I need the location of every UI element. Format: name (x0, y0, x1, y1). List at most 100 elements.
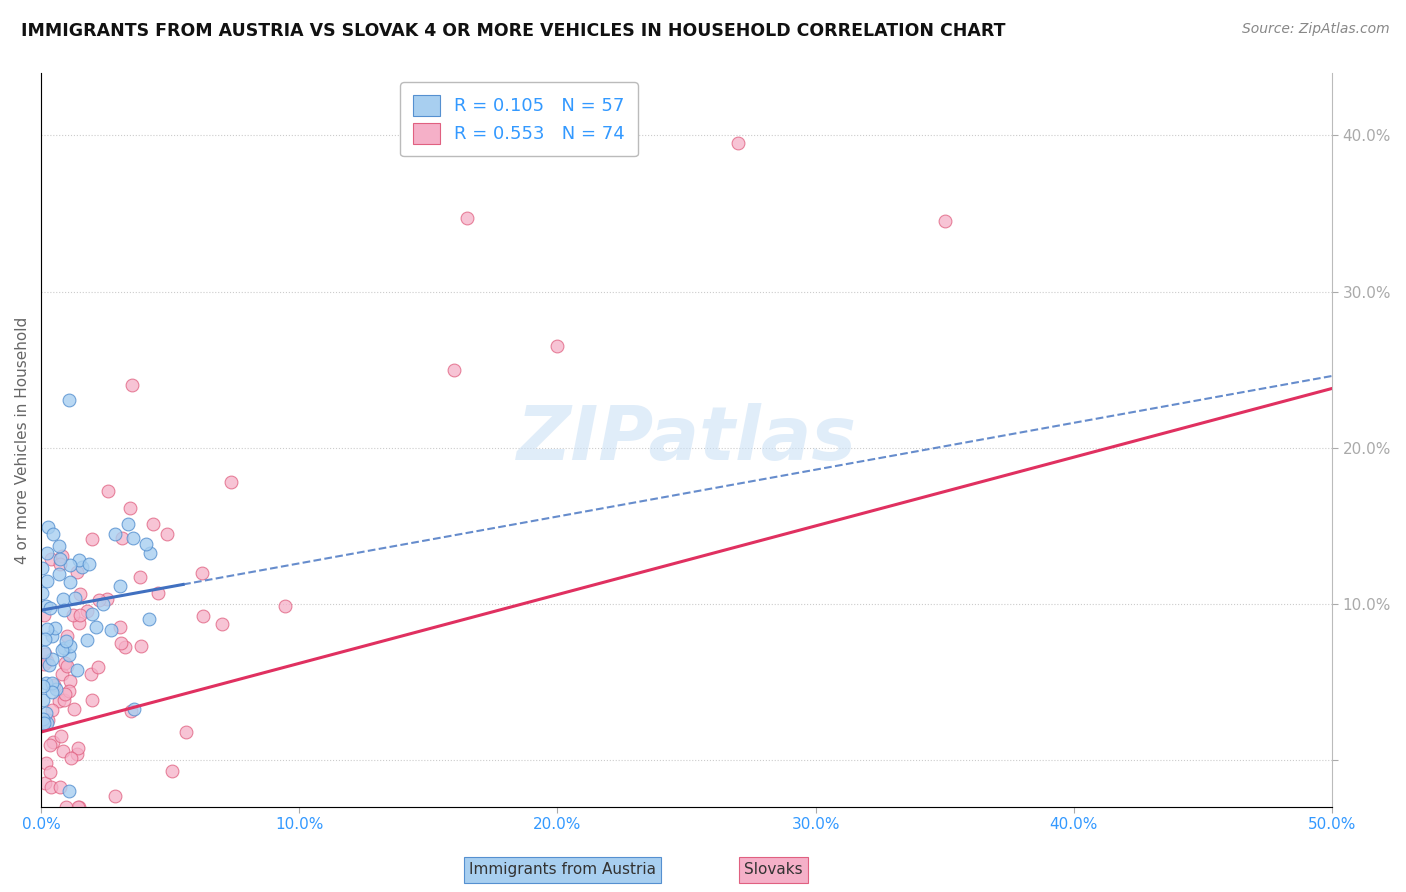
Point (727, 136, 749, 151)
Point (39, 780, 62, 795)
Point (34, 632, 56, 647)
Point (34, 776, 56, 790)
Text: Immigrants from Austria: Immigrants from Austria (468, 863, 657, 877)
Point (37, 546, 59, 560)
Point (66, 740, 89, 755)
Point (41, 652, 63, 666)
Legend: R = 0.105   N = 57, R = 0.553   N = 74: R = 0.105 N = 57, R = 0.553 N = 74 (399, 82, 637, 156)
Point (80, 667, 103, 681)
Point (108, 579, 131, 593)
Point (52, 693, 75, 707)
Point (63, 591, 86, 606)
Point (934, 214, 956, 228)
Point (128, 570, 150, 584)
Point (35, 654, 58, 668)
Point (114, 640, 136, 655)
Point (51, 642, 73, 657)
Point (58, 575, 80, 590)
Point (39, 600, 62, 615)
Point (39, 551, 62, 566)
Point (59, 639, 82, 653)
Point (118, 501, 141, 516)
Point (32, 693, 55, 707)
Point (55, 634, 77, 648)
Point (122, 531, 145, 545)
Point (176, 725, 198, 739)
Point (65, 747, 87, 761)
Point (59, 673, 82, 688)
Point (59, 558, 82, 573)
Point (67, 800, 90, 814)
Point (104, 527, 127, 541)
Point (58, 648, 80, 662)
Point (135, 537, 157, 551)
Point (111, 531, 134, 545)
Point (51, 549, 73, 563)
Point (42, 735, 65, 749)
Point (63, 702, 86, 716)
Point (39, 738, 62, 752)
Point (37, 658, 59, 673)
Point (34, 608, 56, 623)
Point (55, 629, 77, 643)
Point (86, 620, 108, 634)
Text: Slovaks: Slovaks (744, 863, 803, 877)
Point (35, 675, 58, 690)
Point (211, 617, 233, 632)
Point (138, 612, 160, 626)
Point (93, 597, 115, 611)
Point (443, 362, 465, 376)
Point (58, 784, 80, 798)
Point (34, 657, 56, 671)
Point (77, 557, 100, 571)
Point (31, 679, 53, 693)
Point (52, 592, 75, 607)
Point (49, 729, 72, 743)
Point (110, 635, 132, 649)
Point (66, 800, 89, 814)
Point (55, 800, 77, 814)
Point (52, 603, 75, 617)
Point (41, 675, 63, 690)
Point (49, 780, 72, 795)
Point (160, 764, 183, 778)
Point (53, 687, 76, 701)
Point (142, 516, 165, 531)
Point (82, 692, 104, 706)
Point (124, 701, 146, 715)
Point (70, 559, 93, 574)
Point (96, 592, 118, 607)
Point (32, 712, 55, 726)
Point (274, 599, 297, 613)
Point (32, 716, 55, 731)
Point (49, 558, 72, 572)
Point (193, 609, 215, 624)
Y-axis label: 4 or more Vehicles in Household: 4 or more Vehicles in Household (15, 317, 30, 564)
Point (52, 744, 75, 758)
Point (547, 339, 569, 353)
Point (34, 647, 56, 661)
Point (219, 475, 242, 490)
Point (58, 393, 80, 408)
Text: ZIPatlas: ZIPatlas (516, 403, 856, 476)
Point (69, 608, 91, 623)
Point (34, 716, 56, 731)
Point (35, 599, 58, 613)
Point (42, 677, 65, 691)
Point (49, 551, 72, 566)
Point (48, 694, 70, 708)
Point (45, 681, 67, 696)
Point (41, 527, 63, 541)
Point (117, 516, 139, 531)
Point (34, 756, 56, 770)
Point (37, 716, 59, 731)
Point (44, 621, 66, 635)
Point (53, 657, 76, 671)
Point (69, 587, 91, 601)
Point (32, 645, 55, 659)
Point (108, 620, 131, 634)
Point (100, 623, 122, 637)
Point (67, 616, 90, 631)
Point (58, 684, 80, 698)
Text: Source: ZipAtlas.com: Source: ZipAtlas.com (1241, 22, 1389, 37)
